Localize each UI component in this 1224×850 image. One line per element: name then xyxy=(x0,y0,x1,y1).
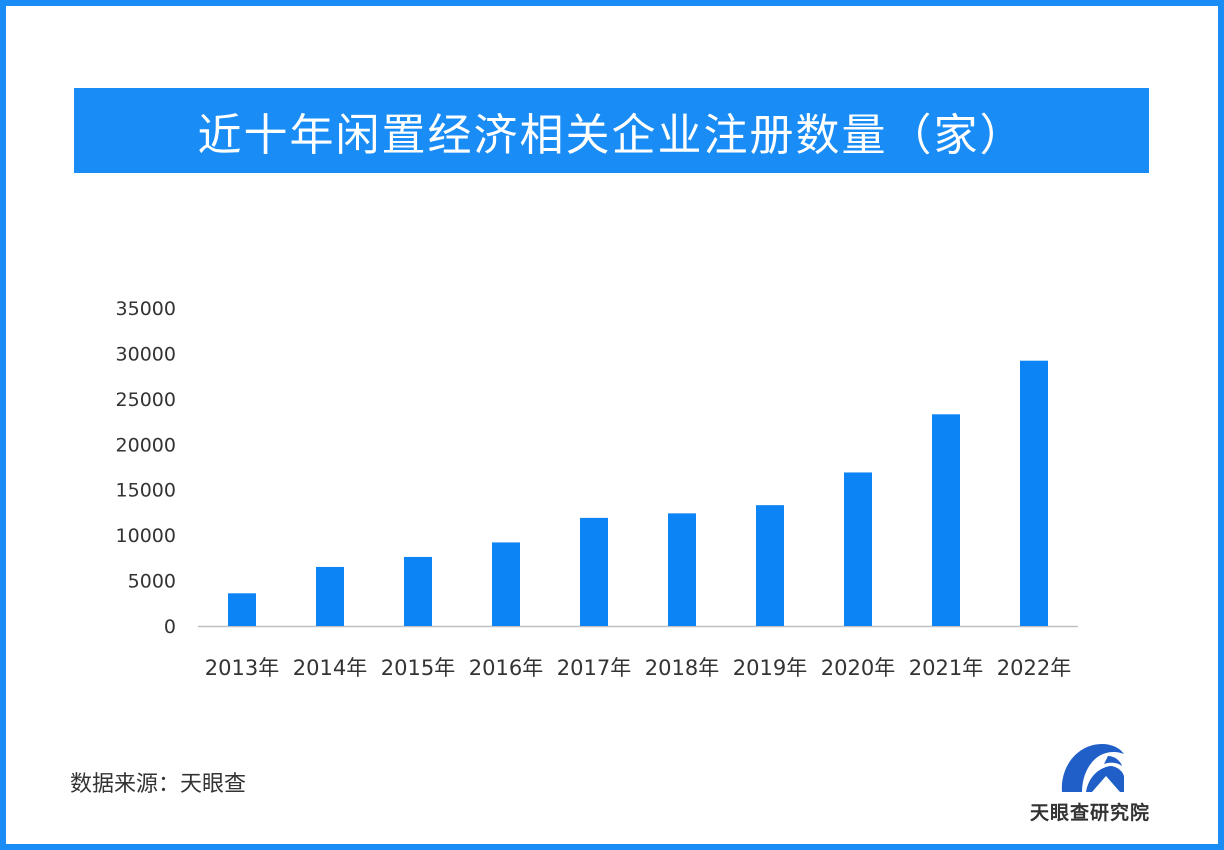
logo-text: 天眼查研究院 xyxy=(1029,802,1150,824)
chart-title: 近十年闲置经济相关企业注册数量（家） xyxy=(197,109,1026,161)
x-tick-label: 2020年 xyxy=(821,656,895,680)
bar xyxy=(492,542,520,626)
bar xyxy=(756,505,784,626)
x-tick-label: 2015年 xyxy=(381,656,455,680)
y-tick-label: 30000 xyxy=(116,343,176,365)
x-tick-label: 2022年 xyxy=(997,656,1071,680)
chart-title-banner: 近十年闲置经济相关企业注册数量（家） xyxy=(74,88,1149,173)
x-tick-label: 2016年 xyxy=(469,656,543,680)
bar xyxy=(1020,360,1048,626)
x-tick-label: 2013年 xyxy=(205,656,279,680)
bar xyxy=(580,517,608,626)
x-tick-label: 2019年 xyxy=(733,656,807,680)
x-tick-label: 2018年 xyxy=(645,656,719,680)
bar xyxy=(404,556,432,626)
bar xyxy=(844,472,872,626)
x-tick-label: 2021年 xyxy=(909,656,983,680)
y-tick-label: 5000 xyxy=(128,571,176,593)
bar xyxy=(668,513,696,626)
data-source-note: 数据来源：天眼查 xyxy=(70,772,247,797)
bar xyxy=(228,593,256,626)
y-tick-label: 20000 xyxy=(116,434,176,456)
bar xyxy=(932,414,960,626)
x-tick-label: 2017年 xyxy=(557,656,631,680)
eye-logo-icon xyxy=(1061,744,1124,792)
y-tick-label: 25000 xyxy=(116,389,176,411)
y-tick-label: 35000 xyxy=(116,298,176,320)
y-tick-label: 15000 xyxy=(116,480,176,502)
y-tick-label: 10000 xyxy=(116,525,176,547)
logo: 天眼查研究院 xyxy=(1022,732,1158,828)
x-tick-label: 2014年 xyxy=(293,656,367,680)
bar xyxy=(316,566,344,626)
y-tick-label: 0 xyxy=(164,616,176,638)
